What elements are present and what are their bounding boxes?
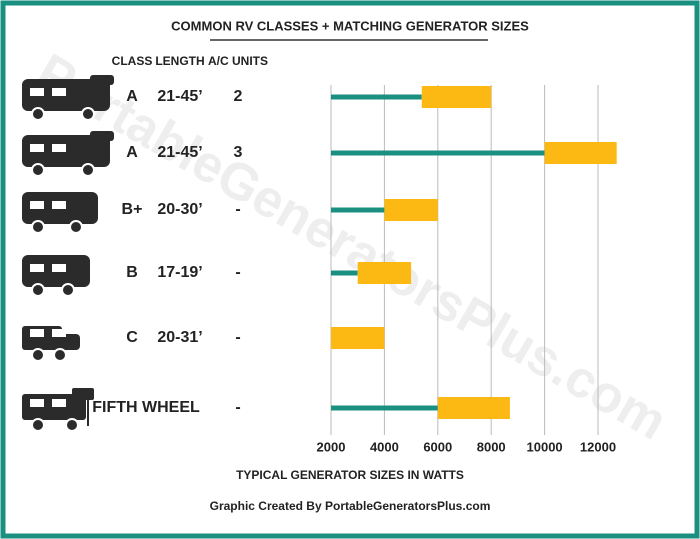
class-label: FIFTH WHEEL: [92, 399, 200, 416]
class-cell: A: [126, 88, 138, 105]
range-bar: [331, 327, 385, 349]
rv-window: [52, 399, 66, 407]
x-axis-title: TYPICAL GENERATOR SIZES IN WATTS: [236, 468, 464, 482]
rv-wheel: [31, 283, 45, 297]
ac-cell: 3: [234, 144, 243, 161]
chart-title: COMMON RV CLASSES + MATCHING GENERATOR S…: [171, 18, 529, 33]
rv-wheel: [69, 220, 83, 234]
rv-wheel: [31, 163, 45, 177]
range-bar: [437, 397, 510, 419]
rv-wheel: [61, 283, 75, 297]
x-tick-label: 4000: [370, 439, 399, 454]
rv-wheel: [81, 163, 95, 177]
class-cell: A: [126, 144, 138, 161]
rv-window: [30, 88, 44, 96]
column-header: LENGTH: [155, 54, 204, 68]
rv-overcab: [90, 131, 114, 141]
class-cell: B: [126, 264, 138, 281]
rv-cab: [60, 334, 80, 350]
length-cell: 21-45’: [157, 88, 202, 105]
rv-wheel: [65, 418, 79, 432]
x-tick-label: 12000: [580, 439, 616, 454]
footer: Graphic Created By PortableGeneratorsPlu…: [210, 499, 491, 513]
column-header: CLASS: [112, 54, 153, 68]
rv-wheel: [31, 107, 45, 121]
length-cell: 20-30’: [157, 201, 202, 218]
x-tick-label: 8000: [477, 439, 506, 454]
rv-window: [30, 144, 44, 152]
class-cell: C: [126, 329, 138, 346]
range-bar: [421, 86, 492, 108]
rv-window: [52, 88, 66, 96]
class-cell: B+: [122, 201, 143, 218]
rv-hitch: [72, 388, 94, 400]
rv-window: [30, 264, 44, 272]
rv-icon: [22, 388, 94, 432]
range-bar: [357, 262, 412, 284]
length-cell: 21-45’: [157, 144, 202, 161]
rv-overcab: [90, 75, 114, 85]
rv-icon: [22, 131, 114, 177]
rv-icon: [22, 75, 114, 121]
ac-cell: -: [235, 264, 240, 281]
rv-icon: [22, 255, 90, 297]
rv-window: [52, 264, 66, 272]
ac-cell: -: [235, 329, 240, 346]
rv-wheel: [31, 220, 45, 234]
rv-wheel: [31, 418, 45, 432]
rv-icon: [22, 326, 80, 362]
rv-window: [52, 201, 66, 209]
rv-wheel: [53, 348, 67, 362]
ac-cell: -: [235, 399, 240, 416]
rv-icon: [22, 192, 98, 234]
rv-window: [52, 144, 66, 152]
rv-window: [30, 329, 44, 337]
ac-cell: -: [235, 201, 240, 218]
rv-wheel: [31, 348, 45, 362]
x-tick-label: 2000: [317, 439, 346, 454]
length-cell: 20-31’: [157, 329, 202, 346]
rv-wheel: [81, 107, 95, 121]
range-bar: [544, 142, 617, 164]
x-tick-label: 6000: [423, 439, 452, 454]
length-cell: 17-19’: [157, 264, 202, 281]
column-header: A/C UNITS: [208, 54, 268, 68]
rv-window: [52, 329, 66, 337]
range-bar: [384, 199, 438, 221]
x-tick-label: 10000: [527, 439, 563, 454]
rv-window: [30, 399, 44, 407]
rv-window: [30, 201, 44, 209]
ac-cell: 2: [234, 88, 243, 105]
